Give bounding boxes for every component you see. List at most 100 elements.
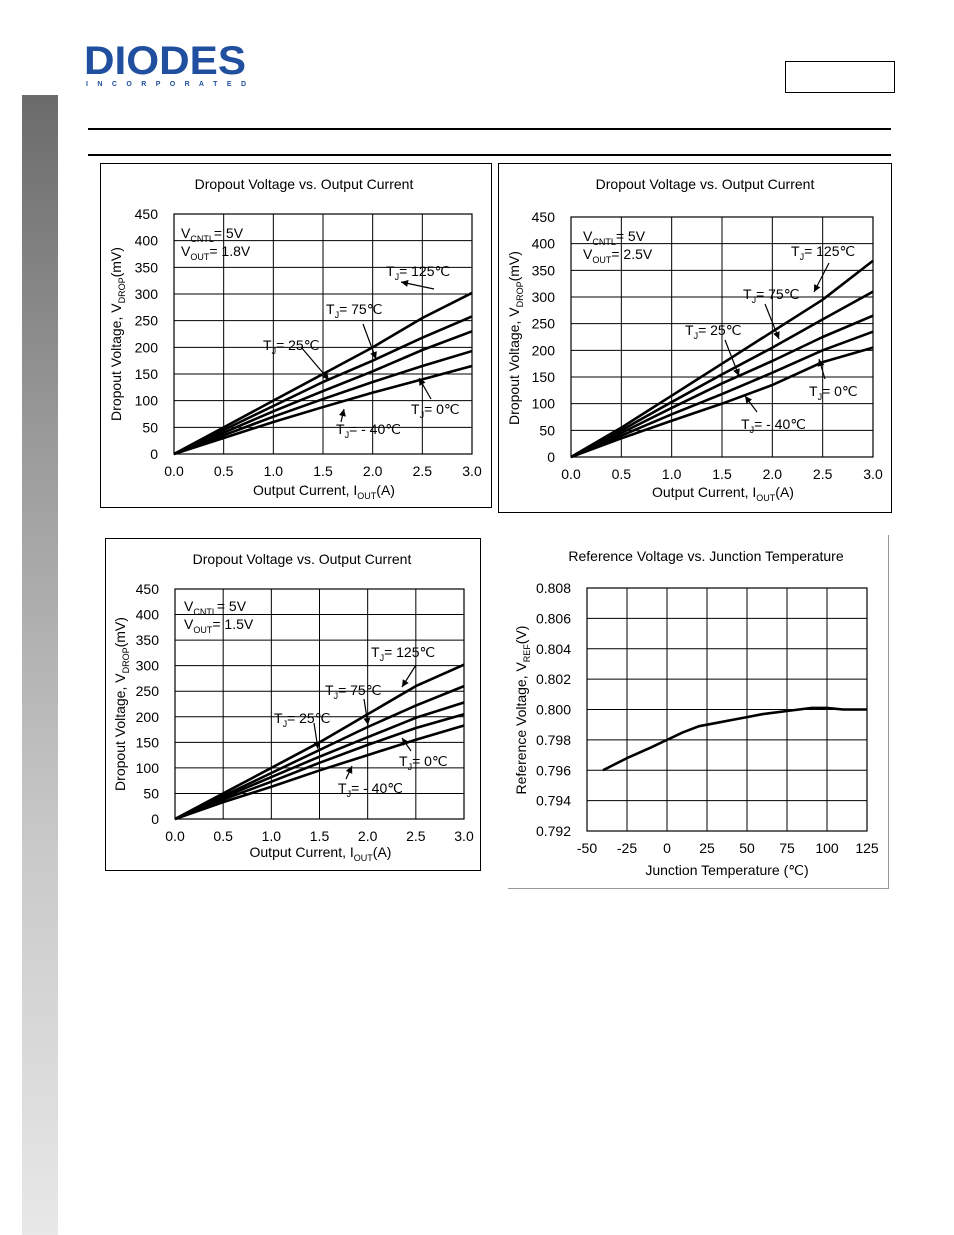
x-axis-label-sub: OUT [354, 853, 374, 863]
y-axis-label-rest: (mV) [506, 251, 522, 281]
chart-title: Dropout Voltage vs. Output Current [195, 176, 414, 192]
annotation-arrow-head [313, 741, 321, 749]
series-line-3 [570, 314, 874, 459]
x-tick-label: 75 [779, 840, 795, 856]
series-annotation-main: T [386, 263, 395, 279]
annotation-arrow-head [401, 280, 409, 287]
x-axis-label-sub: OUT [357, 491, 377, 501]
series-annotation-sub: J [395, 272, 400, 282]
series-line-3 [173, 330, 473, 456]
condition-label: VOUT= 2.5V [583, 246, 653, 265]
series-annotation-sub: J [694, 331, 699, 341]
y-axis-label-sub: REF [522, 644, 532, 663]
y-tick-label: 450 [532, 209, 556, 225]
x-tick-label: 3.0 [454, 828, 474, 844]
x-tick-label: 50 [739, 840, 755, 856]
x-tick-label: 2.0 [358, 828, 378, 844]
y-tick-label: 0.806 [536, 610, 571, 626]
chart-title: Dropout Voltage vs. Output Current [596, 176, 815, 192]
x-tick-label: 0.5 [213, 828, 233, 844]
x-tick-label: 2.0 [363, 463, 383, 479]
condition-label-main: V [583, 246, 593, 262]
y-tick-label: 150 [136, 734, 160, 750]
series-line-4 [174, 712, 465, 821]
x-tick-label: 0.0 [164, 463, 184, 479]
x-tick-label: -25 [617, 840, 637, 856]
y-tick-label: 50 [143, 785, 159, 801]
condition-label: VOUT= 1.8V [181, 243, 251, 262]
chart-panel-4: Reference Voltage vs. Junction Temperatu… [508, 535, 889, 889]
annotation-arrow-head [419, 378, 426, 386]
x-tick-label: 1.0 [262, 828, 282, 844]
series-annotation-rest: = 125℃ [399, 263, 450, 279]
chart-title: Reference Voltage vs. Junction Temperatu… [568, 548, 843, 564]
condition-label-sub: CNTL [190, 234, 214, 244]
series-annotation-sub: J [380, 653, 385, 663]
y-tick-label: 200 [532, 342, 556, 358]
y-tick-label: 350 [532, 262, 556, 278]
x-tick-label: 2.5 [406, 828, 426, 844]
y-tick-label: 0.798 [536, 732, 571, 748]
x-axis-label: Output Current, IOUT(A) [652, 484, 794, 503]
x-axis-label-main: Output Current, I [250, 844, 354, 860]
series-line-4 [570, 330, 874, 459]
diodes-logo: DIODES I N C O R P O R A T E D [84, 40, 246, 88]
y-tick-label: 350 [136, 632, 160, 648]
condition-label-sub: OUT [592, 255, 612, 265]
series-line-1 [173, 291, 473, 456]
series-annotation: TJ= 0℃ [411, 401, 460, 420]
series-annotation-rest: = 25℃ [287, 710, 330, 726]
annotation-arrow-head [817, 359, 825, 367]
condition-label-main: V [181, 225, 191, 241]
series-annotation: TJ= 25℃ [685, 322, 741, 341]
condition-label-sub: CNTL [592, 237, 616, 247]
series-annotation-main: T [336, 421, 345, 437]
condition-label-rest: = 1.5V [212, 616, 254, 632]
y-tick-label: 0 [150, 446, 158, 462]
y-tick-label: 400 [135, 233, 159, 249]
y-tick-label: 50 [142, 419, 158, 435]
y-axis-label-main: Dropout Voltage, V [506, 307, 522, 425]
chart-panel-3: Dropout Voltage vs. Output Current 0.0 0.5… [105, 538, 481, 871]
x-tick-label: 3.0 [462, 463, 482, 479]
chart-1-svg: Dropout Voltage vs. Output Current 0.0 0.5… [108, 176, 482, 501]
y-tick-label: 100 [136, 760, 160, 776]
x-tick-label: 1.0 [264, 463, 284, 479]
condition-label-main: V [181, 243, 191, 259]
series-annotation-rest: = 125℃ [384, 644, 435, 660]
series-annotation-main: T [411, 401, 420, 417]
series-annotation-main: T [326, 301, 335, 317]
series-annotation-main: T [743, 286, 752, 302]
x-tick-label: 0.5 [612, 466, 632, 482]
x-tick-label: 1.5 [310, 828, 330, 844]
y-tick-label: 200 [136, 709, 160, 725]
y-axis-label: Dropout Voltage, VDROP(mV) [506, 251, 525, 425]
logo-subtext: I N C O R P O R A T E D [86, 81, 246, 88]
series-annotation-sub: J [408, 762, 413, 772]
x-tick-label: -50 [577, 840, 597, 856]
condition-label-main: V [583, 228, 593, 244]
y-tick-label: 50 [539, 422, 555, 438]
y-axis-label-main: Dropout Voltage, V [108, 303, 124, 421]
annotation-arrow-head [321, 372, 329, 380]
series-annotation: TJ= 75℃ [325, 682, 381, 701]
condition-label-sub: OUT [193, 625, 213, 635]
series-annotation-rest: = 0℃ [412, 753, 448, 769]
x-axis-label-rest: (A) [775, 484, 794, 500]
series-annotation: TJ= 125℃ [791, 243, 855, 262]
series-annotation-sub: J [345, 430, 350, 440]
chart-title: Dropout Voltage vs. Output Current [193, 551, 412, 567]
series-annotation-sub: J [800, 252, 805, 262]
y-axis-label-sub: DROP [515, 281, 525, 307]
series-annotation-sub: J [335, 310, 340, 320]
x-tick-label: 1.5 [712, 466, 732, 482]
y-tick-label: 300 [136, 658, 160, 674]
y-axis-label-main: Reference Voltage, V [513, 662, 529, 795]
part-number-box [785, 61, 895, 93]
y-tick-label: 400 [532, 236, 556, 252]
x-axis-label-rest: (A) [373, 844, 392, 860]
series-annotation: TJ= - 40℃ [741, 416, 806, 435]
condition-label-sub: CNTL [193, 607, 217, 617]
series-annotation-sub: J [420, 410, 425, 420]
y-tick-label: 0.800 [536, 702, 571, 718]
